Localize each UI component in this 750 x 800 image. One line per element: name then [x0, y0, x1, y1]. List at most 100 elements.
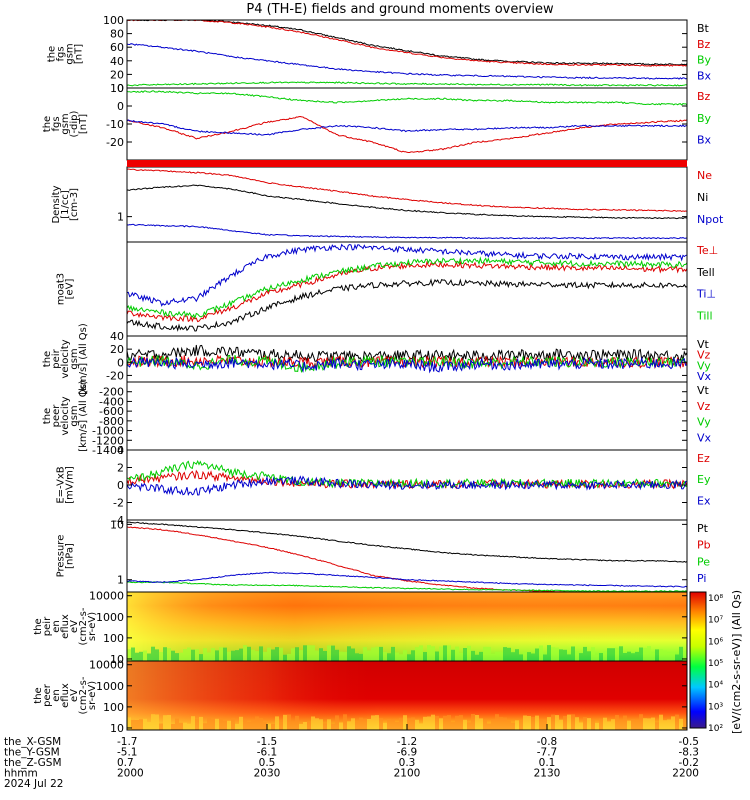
heatmap-cell — [219, 647, 223, 661]
y-axis-label-line: [km/s] (All Qs) — [78, 323, 89, 395]
heatmap-cell — [535, 715, 539, 730]
heatmap-cell — [411, 650, 415, 661]
y-axis-label-line: velocity — [60, 339, 71, 378]
legend-Vt: Vt — [697, 338, 710, 351]
heatmap-cell — [467, 722, 471, 730]
heatmap-cell — [215, 650, 219, 661]
legend-Bt: Bt — [697, 22, 710, 35]
heatmap-cell — [135, 652, 139, 661]
heatmap-cell — [155, 714, 159, 730]
y-axis-label-line: (-dip) — [69, 110, 80, 137]
heatmap-cell — [199, 716, 203, 730]
x-row-label: the_Y-GSM — [4, 747, 60, 759]
heatmap-cell — [127, 717, 131, 730]
y-axis-label-line: gsm — [69, 348, 80, 369]
heatmap-cell — [619, 646, 623, 661]
heatmap-cell — [199, 654, 203, 661]
panel-10: 10000 1000 100 10 thepeerenefluxeV(cm2-s-sr-… — [33, 659, 688, 735]
heatmap-cell — [167, 715, 171, 730]
heatmap-cell — [531, 653, 535, 661]
y-tick-label: 1000 — [96, 680, 124, 693]
heatmap-cell — [439, 646, 443, 661]
heatmap-cell — [595, 654, 599, 661]
heatmap-cell — [151, 714, 155, 730]
heatmap-cell — [407, 718, 411, 730]
series-line-Ne — [126, 168, 688, 213]
heatmap-cell — [599, 718, 603, 730]
heatmap-cell — [247, 646, 251, 661]
y-tick-label: 2 — [117, 462, 124, 475]
heatmap-cell — [259, 646, 263, 661]
heatmap-cell — [359, 717, 363, 730]
heatmap-cell — [395, 722, 399, 730]
x-tick-label: 0.7 — [117, 757, 134, 769]
y-tick-label: 60 — [110, 41, 124, 54]
heatmap-cell — [239, 648, 243, 661]
heatmap-cell — [235, 650, 239, 661]
heatmap-cell — [243, 719, 247, 730]
heatmap-cell — [591, 647, 595, 661]
heatmap-cell — [139, 651, 143, 661]
heatmap-cell — [587, 718, 591, 730]
heatmap-cell — [287, 653, 291, 661]
y-axis-label-line: moat3 — [56, 273, 67, 305]
y-axis-label-line: peer — [42, 683, 53, 707]
y-axis-label-line: [1/cc] — [60, 190, 71, 219]
heatmap-cell — [659, 649, 663, 661]
heatmap-cell — [423, 652, 427, 661]
y-tick-label: 80 — [110, 28, 124, 41]
heatmap-cell — [643, 718, 647, 730]
y-tick-label: -20 — [106, 369, 124, 382]
legend-Te⊥: Te⊥ — [696, 244, 718, 257]
series-line-Pi — [126, 571, 688, 588]
x-tick-label: -6.9 — [397, 747, 418, 759]
heatmap-cell — [283, 714, 287, 730]
heatmap-cell — [319, 648, 323, 661]
y-axis-label: moat3[eV] — [56, 273, 76, 305]
legend-Ti⊥: Ti⊥ — [696, 288, 716, 301]
legend-Bz: Bz — [697, 38, 711, 51]
heatmap-cell — [403, 650, 407, 661]
heatmap-cell — [671, 716, 675, 730]
legend-Ne: Ne — [697, 169, 712, 182]
heatmap-cell — [355, 721, 359, 730]
legend-Vx: Vx — [697, 370, 712, 383]
y-tick-label: 0 — [117, 479, 124, 492]
colorbar-label: 10⁶ — [708, 637, 723, 647]
panel-3: 1 Density[1/cc][cm-3] Ne Ni Npot — [51, 166, 724, 243]
heatmap-cell — [455, 646, 459, 661]
heatmap-cell — [395, 652, 399, 661]
x-tick-label: 0.1 — [539, 757, 556, 769]
y-tick-label: 1 — [117, 574, 124, 587]
legend-Vy: Vy — [697, 416, 711, 429]
heatmap-cell — [515, 649, 519, 661]
heatmap-cell — [555, 715, 559, 730]
heatmap-cell — [231, 718, 235, 730]
legend-Bz: Bz — [697, 90, 711, 103]
heatmap-cell — [371, 715, 375, 730]
heatmap-cell — [267, 647, 271, 661]
heatmap-cell — [495, 714, 499, 730]
legend-Npot: Npot — [697, 213, 724, 226]
y-axis-label-line: the — [42, 408, 53, 424]
heatmap-cell — [323, 723, 327, 730]
heatmap-cell — [307, 645, 311, 661]
heatmap-cell — [291, 721, 295, 730]
heatmap-cell — [463, 648, 467, 661]
y-tick-label: 100 — [103, 14, 124, 27]
heatmap-cell — [215, 718, 219, 730]
x-tick-label: 2100 — [394, 768, 421, 780]
series-line-Ey — [127, 459, 688, 489]
heatmap-cell — [143, 650, 147, 661]
y-axis-label-line: (cm2-s- — [78, 607, 89, 645]
heatmap-cell — [251, 649, 255, 661]
x-tick-label: -1.2 — [397, 736, 418, 748]
heatmap-cell — [231, 650, 235, 661]
heatmap-cell — [527, 716, 531, 730]
y-tick-label: 1000 — [96, 611, 124, 624]
heatmap-cell — [155, 649, 159, 661]
y-tick-label: 0 — [117, 356, 124, 369]
series-line-Bx — [126, 43, 688, 80]
legend-Vt: Vt — [697, 384, 710, 397]
